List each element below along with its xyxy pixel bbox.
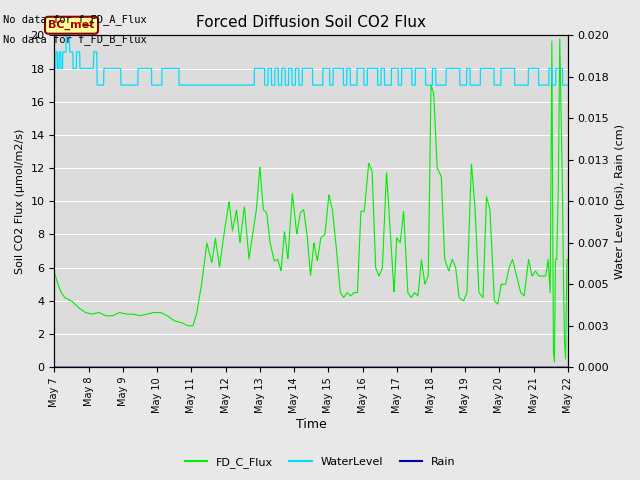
WaterLevel bbox=[51, 82, 58, 88]
Rain bbox=[564, 364, 572, 370]
WaterLevel bbox=[140, 66, 147, 72]
Rain bbox=[140, 364, 147, 370]
WaterLevel bbox=[554, 66, 562, 72]
Rain bbox=[109, 364, 117, 370]
FD_C_Flux bbox=[140, 312, 147, 318]
FD_C_Flux bbox=[51, 270, 58, 276]
Text: BC_met: BC_met bbox=[49, 20, 95, 30]
Rain bbox=[269, 364, 277, 370]
FD_C_Flux bbox=[554, 197, 562, 203]
Line: WaterLevel: WaterLevel bbox=[54, 36, 568, 85]
FD_C_Flux bbox=[556, 36, 564, 42]
Legend: FD_C_Flux, WaterLevel, Rain: FD_C_Flux, WaterLevel, Rain bbox=[180, 452, 460, 472]
FD_C_Flux bbox=[269, 255, 277, 261]
FD_C_Flux bbox=[550, 360, 558, 365]
Rain bbox=[248, 364, 255, 370]
FD_C_Flux bbox=[248, 240, 255, 246]
FD_C_Flux bbox=[109, 313, 117, 319]
WaterLevel bbox=[109, 66, 117, 72]
Rain bbox=[554, 364, 562, 370]
WaterLevel bbox=[248, 82, 255, 88]
Text: No data for f_FD_B_Flux: No data for f_FD_B_Flux bbox=[3, 34, 147, 45]
WaterLevel bbox=[62, 33, 70, 38]
Line: FD_C_Flux: FD_C_Flux bbox=[54, 39, 568, 362]
WaterLevel bbox=[499, 66, 507, 72]
Title: Forced Diffusion Soil CO2 Flux: Forced Diffusion Soil CO2 Flux bbox=[196, 15, 426, 30]
Y-axis label: Soil CO2 Flux (μmol/m2/s): Soil CO2 Flux (μmol/m2/s) bbox=[15, 129, 25, 274]
WaterLevel bbox=[270, 82, 278, 88]
X-axis label: Time: Time bbox=[296, 419, 326, 432]
Text: No data for f_FD_A_Flux: No data for f_FD_A_Flux bbox=[3, 14, 147, 25]
FD_C_Flux bbox=[564, 256, 572, 262]
Rain bbox=[51, 364, 58, 370]
FD_C_Flux bbox=[499, 281, 506, 287]
Y-axis label: Water Level (psi), Rain (cm): Water Level (psi), Rain (cm) bbox=[615, 124, 625, 279]
Rain bbox=[499, 364, 506, 370]
WaterLevel bbox=[564, 82, 572, 88]
